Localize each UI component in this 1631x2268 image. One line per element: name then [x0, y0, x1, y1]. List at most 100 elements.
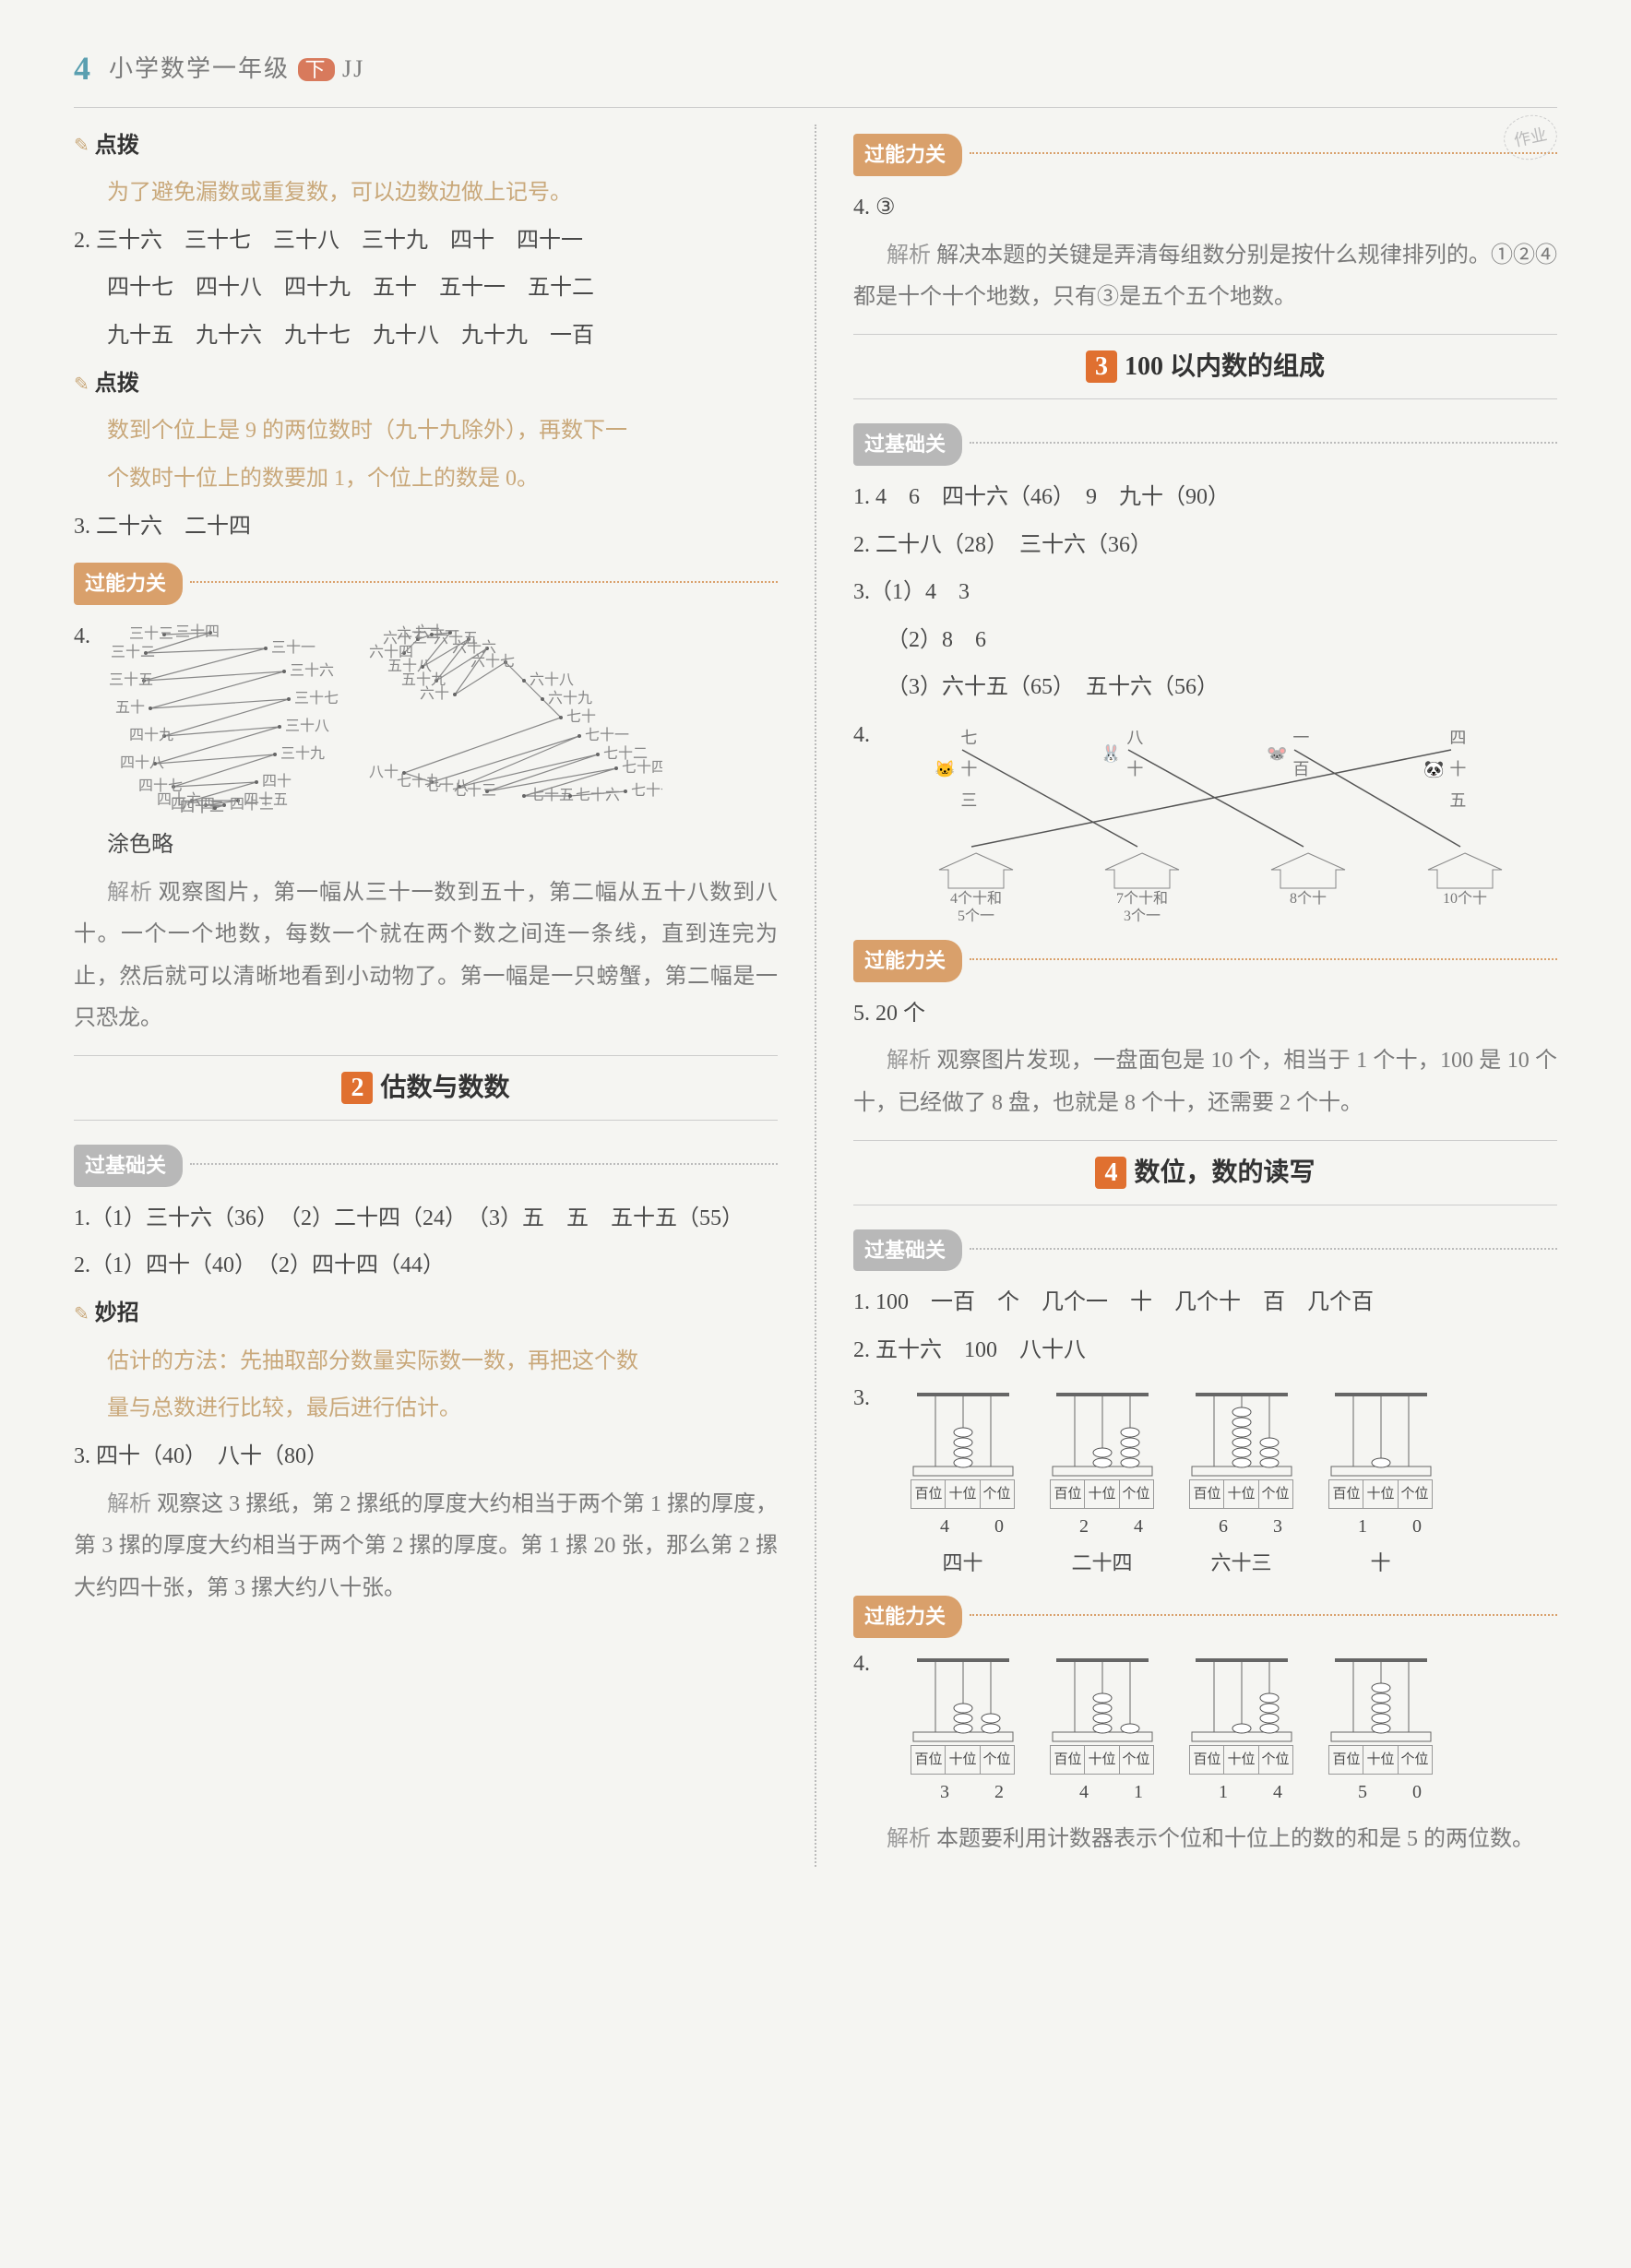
analysis-label: 解析 [887, 1049, 931, 1073]
abacus-col-label: 十位 [1085, 1480, 1119, 1509]
abacus-number: 4 1 [1041, 1775, 1163, 1810]
s3-q5-analysis: 解析观察图片发现，一盘面包是 10 个，相当于 1 个十，100 是 10 个十… [853, 1040, 1557, 1124]
match-top-label: 七十三 [960, 722, 977, 817]
nengli-tag-r2: 过能力关 [853, 940, 962, 982]
sec3-title-text: 100 以内数的组成 [1125, 352, 1325, 381]
s4-q3-row: 3. 百位十位个位4 0四十百位十位个位2 4二十四百位十位个位6 3六十三百位… [853, 1378, 1557, 1586]
dianbo-tag-1: 点拨 [74, 125, 139, 168]
abacus-reading: 四十 [942, 1544, 982, 1583]
page-header: 4 小学数学一年级 下 JJ [74, 37, 1557, 108]
sec2-num: 2 [341, 1072, 373, 1104]
nengli-tag-l: 过能力关 [74, 563, 183, 605]
q2-line3: 九十五 九十六 九十七 九十八 九十九 一百 [74, 315, 778, 358]
q2-line2: 四十七 四十八 四十九 五十 五十一 五十二 [74, 267, 778, 310]
abacus-col-label: 个位 [981, 1746, 1014, 1775]
miaozhao-label: 妙招 [95, 1293, 139, 1336]
column-divider [815, 125, 816, 1866]
s2-q3-analysis: 解析观察这 3 摞纸，第 2 摞纸的厚度大约相当于两个第 1 摞的厚度，第 3 … [74, 1484, 778, 1610]
house-icon [1267, 851, 1350, 890]
abacus-col-label: 百位 [1051, 1480, 1085, 1509]
dianbo-label-2: 点拨 [95, 363, 139, 406]
nengli-tag-row-l: 过能力关 [74, 553, 778, 611]
abacus: 百位十位个位1 0十 [1319, 1387, 1442, 1583]
svg-text:六十八: 六十八 [530, 671, 574, 688]
stamp-icon: 作业 [1500, 111, 1562, 165]
diagram-container: 三十三三十四三十二三十一三十五三十六五十三十七四十九三十八四十八三十九四十七四十… [100, 616, 662, 819]
abacus-number: 5 0 [1319, 1775, 1442, 1810]
match-top-label: 一百 [1292, 722, 1309, 785]
s3-q4-row: 4. 🐱七十三🐰八十🐭一百🐼四十五4个十和5个一7个十和3个一8个十10个十 [853, 715, 1557, 931]
dots [970, 1614, 1557, 1616]
abacus-col-label: 十位 [1363, 1746, 1398, 1775]
svg-text:七十一: 七十一 [585, 727, 629, 743]
abacus: 百位十位个位5 0 [1319, 1653, 1442, 1811]
animal-icon: 🐰 [1101, 738, 1121, 769]
abacus-number: 3 2 [901, 1775, 1024, 1810]
nengli-tag-r3: 过能力关 [853, 1596, 962, 1638]
section-2-title: 2估数与数数 [74, 1055, 778, 1121]
svg-text:七十五: 七十五 [530, 787, 574, 803]
dots [970, 1248, 1557, 1250]
s4-q4-num: 4. [853, 1644, 870, 1686]
book-title-text: 小学数学一年级 [109, 55, 290, 82]
q4-row: 4. 三十三三十四三十二三十一三十五三十六五十三十七四十九三十八四十八三十九四十… [74, 616, 778, 819]
miaozhao-b: 量与总数进行比较，最后进行估计。 [74, 1388, 778, 1431]
abacus-col-label: 百位 [1190, 1746, 1224, 1775]
svg-text:四十三: 四十三 [230, 796, 274, 813]
dino-diagram: 六十四六十三六十二六十一五十八六十五五十九六十六六十六十七六十八六十九七十八十七… [367, 616, 662, 819]
abacus-col-label: 个位 [1120, 1480, 1153, 1509]
abacus: 百位十位个位2 4二十四 [1041, 1387, 1163, 1583]
dots [970, 152, 1557, 154]
abacus-col-label: 十位 [1363, 1480, 1398, 1509]
jichu-tag-row-r: 过基础关 [853, 414, 1557, 471]
crab-diagram: 三十三三十四三十二三十一三十五三十六五十三十七四十九三十八四十八三十九四十七四十… [100, 616, 339, 819]
jichu-tag-row-r2: 过基础关 [853, 1220, 1557, 1277]
svg-text:六十九: 六十九 [548, 690, 592, 707]
hint-2a: 数到个位上是 9 的两位数时（九十九除外），再数下一 [74, 410, 778, 453]
abacus-row-3: 百位十位个位4 0四十百位十位个位2 4二十四百位十位个位6 3六十三百位十位个… [901, 1387, 1442, 1583]
abacus-number: 1 0 [1319, 1509, 1442, 1544]
svg-text:三十二: 三十二 [111, 644, 155, 660]
page-root: 4 小学数学一年级 下 JJ 点拨 为了避免漏数或重复数，可以边数边做上记号。 … [74, 37, 1557, 1867]
hint-1: 为了避免漏数或重复数，可以边数边做上记号。 [74, 172, 778, 215]
svg-text:三十一: 三十一 [271, 639, 315, 656]
abacus-col-label: 十位 [1224, 1746, 1258, 1775]
dots [190, 1163, 778, 1165]
q3: 3. 二十六 二十四 [74, 506, 778, 549]
abacus-col-label: 百位 [1051, 1746, 1085, 1775]
hint-2b: 个数时十位上的数要加 1，个位上的数是 0。 [74, 458, 778, 501]
abacus-col-label: 个位 [1120, 1746, 1153, 1775]
house-icon [1101, 851, 1184, 890]
animal-icon: 🐼 [1423, 754, 1444, 785]
q4-analysis-text: 观察图片，第一幅从三十一数到五十，第二幅从五十八数到八十。一个一个地数，每数一个… [74, 881, 778, 1031]
abacus-reading: 十 [1370, 1544, 1390, 1583]
svg-text:六十七: 六十七 [470, 653, 515, 670]
svg-text:四十九: 四十九 [129, 727, 173, 743]
abacus: 百位十位个位4 1 [1041, 1653, 1163, 1811]
dots [970, 442, 1557, 444]
miaozhao-tag: 妙招 [74, 1293, 139, 1336]
abacus-col-label: 个位 [1399, 1480, 1432, 1509]
abacus-col-label: 百位 [1190, 1480, 1224, 1509]
svg-text:三十九: 三十九 [280, 745, 325, 762]
svg-text:三十八: 三十八 [285, 718, 329, 734]
analysis-label: 解析 [107, 1492, 151, 1516]
svg-text:四十: 四十 [262, 773, 292, 790]
s3-q5: 5. 20 个 [853, 993, 1557, 1036]
s3-q3a: 3.（1）4 3 [853, 572, 1557, 614]
abacus: 百位十位个位3 2 [901, 1653, 1024, 1811]
s3-q2: 2. 二十八（28） 三十六（36） [853, 525, 1557, 567]
jichu-tag-r: 过基础关 [853, 423, 962, 466]
svg-text:三十四: 三十四 [175, 623, 220, 640]
volume-pill: 下 [298, 58, 335, 81]
house-icon [935, 851, 1018, 890]
abacus-col-label: 十位 [946, 1746, 980, 1775]
svg-text:五十: 五十 [115, 699, 145, 716]
abacus-col-label: 百位 [1329, 1480, 1363, 1509]
columns: 点拨 为了避免漏数或重复数，可以边数边做上记号。 2. 三十六 三十七 三十八 … [74, 125, 1557, 1866]
house-label: 10个十 [1414, 890, 1516, 908]
svg-text:三十六: 三十六 [290, 662, 334, 679]
abacus-col-label: 个位 [981, 1480, 1014, 1509]
abacus: 百位十位个位1 4 [1180, 1653, 1303, 1811]
svg-text:四十八: 四十八 [120, 754, 164, 771]
